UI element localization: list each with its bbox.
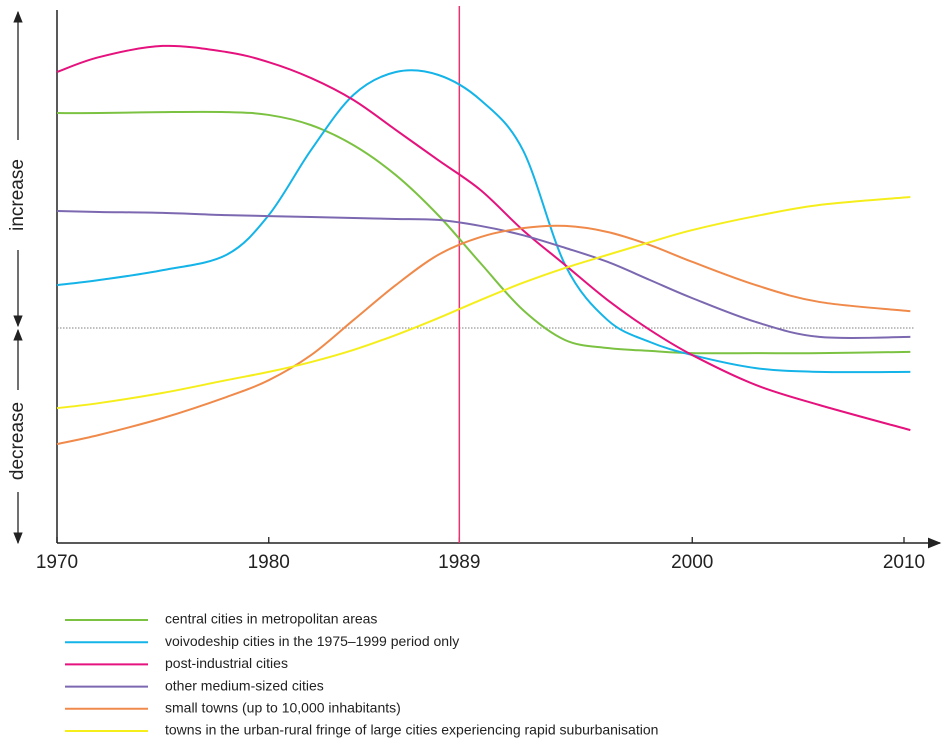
legend-label: voivodeship cities in the 1975–1999 peri… [165, 633, 459, 649]
y-label-increase: increase [7, 159, 28, 231]
legend-label: small towns (up to 10,000 inhabitants) [165, 700, 401, 716]
x-tick-label: 1970 [36, 552, 78, 573]
legend-label: towns in the urban-rural fringe of large… [165, 722, 658, 738]
x-tick-label: 1980 [248, 552, 290, 573]
legend-label: post-industrial cities [165, 655, 288, 671]
legend-label: central cities in metropolitan areas [165, 611, 377, 627]
x-tick-label: 2010 [883, 552, 925, 573]
y-label-decrease: decrease [7, 402, 28, 480]
x-tick-label: 2000 [671, 552, 713, 573]
series-line [56, 69, 911, 374]
x-tick-label: 1989 [438, 552, 480, 573]
series-line [56, 224, 911, 446]
legend-label: other medium-sized cities [165, 677, 324, 693]
series-line [56, 44, 911, 432]
series-line [56, 209, 911, 340]
series-line [56, 110, 911, 355]
series-line [56, 195, 911, 410]
